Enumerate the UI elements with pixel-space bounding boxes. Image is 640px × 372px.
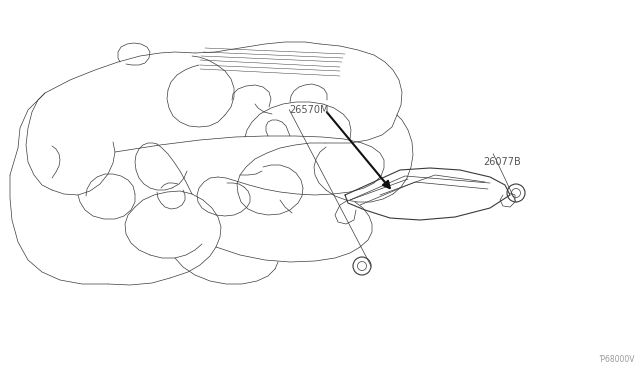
Text: 26077B: 26077B — [483, 157, 521, 167]
Text: ’P68000V: ’P68000V — [598, 355, 635, 364]
Text: 26570M: 26570M — [289, 105, 329, 115]
